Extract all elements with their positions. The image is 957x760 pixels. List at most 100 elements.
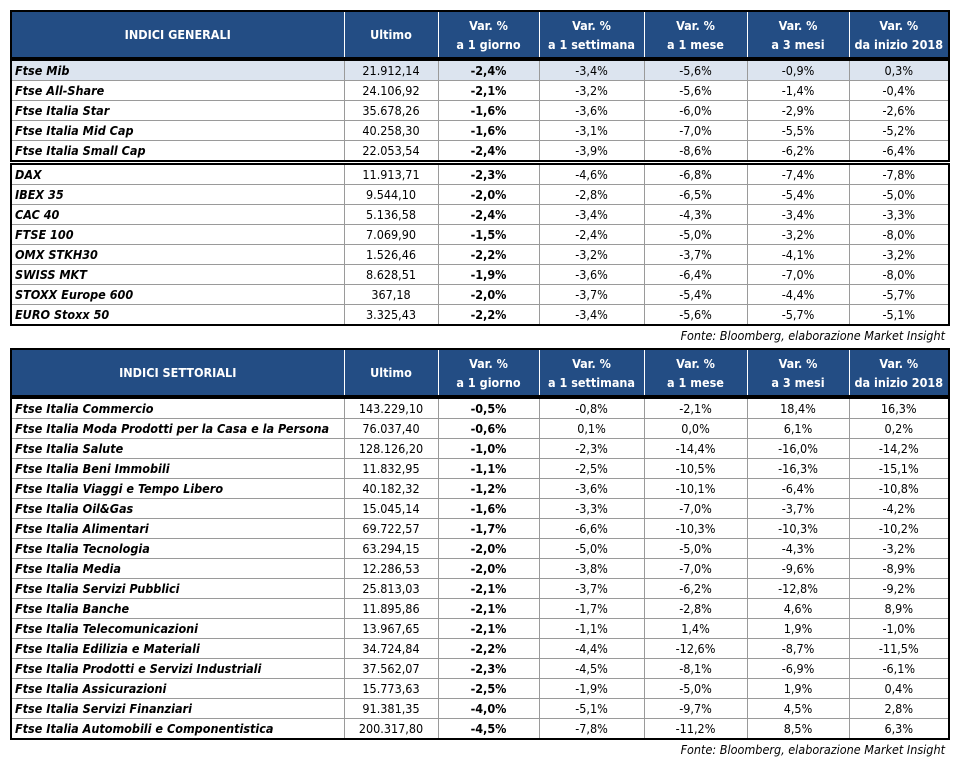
value-cell: -3,4% [538,204,645,225]
value-cell: 8,5% [746,718,850,740]
data-row: Ftse Italia Oil&Gas 15.045,14 -1,6% -3,3% -7… [10,498,950,519]
value-cell: -5,7% [848,284,950,305]
value-cell: 11.895,86 [343,598,439,619]
value-cell: 21.912,14 [343,59,439,81]
header-cell: Var. % a 1 giorno [437,349,540,396]
index-name: Ftse Italia Banche [10,598,345,619]
header-text: a 3 mesi [771,374,825,390]
value-cell: -2,0% [437,184,540,205]
header-table: INDICI GENERALI Ultimo Var. % a 1 giorno Var… [10,10,950,59]
header-text: Ultimo [370,27,412,42]
value-cell: -10,3% [746,518,850,539]
index-name: Ftse Italia Edilizia e Materiali [10,638,345,659]
value-cell: -4,3% [643,204,748,225]
value-cell: -8,7% [746,638,850,659]
value-cell: -4,3% [746,538,850,559]
index-name: Ftse Italia Mid Cap [10,120,345,141]
value-cell: -5,7% [746,304,850,326]
header-text: a 1 mese [667,36,724,52]
header-text: Var. % [572,355,611,371]
header-cell: Var. % a 1 giorno [437,11,540,58]
data-row: Ftse Italia Prodotti e Servizi Industria… [10,658,950,679]
header-cell: Var. % da inizio 2018 [848,11,950,58]
data-row: Ftse Italia Salute 128.126,20 -1,0% -2,3% -1… [10,438,950,459]
index-name: EURO Stoxx 50 [10,304,345,326]
value-cell: -4,4% [538,638,645,659]
value-cell: -6,4% [643,264,748,285]
value-cell: -5,2% [848,120,950,141]
value-cell: -2,8% [538,184,645,205]
value-cell: 6,1% [746,418,850,439]
index-name: Ftse Italia Tecnologia [10,538,345,559]
header-cell: Var. % a 1 mese [643,349,748,396]
value-cell: 1,9% [746,678,850,699]
value-cell: -3,4% [538,304,645,326]
value-cell: 200.317,80 [343,718,439,740]
value-cell: -5,6% [643,80,748,101]
value-cell: 40.182,32 [343,478,439,499]
value-cell: 12.286,53 [343,558,439,579]
value-cell: -1,0% [848,618,950,639]
header-row: INDICI SETTORIALI Ultimo Var. % a 1 giorno V… [10,349,950,396]
header-cell: INDICI GENERALI [10,11,345,58]
value-cell: -5,1% [538,698,645,719]
value-cell: -3,2% [538,244,645,265]
header-text: a 1 settimana [547,36,636,52]
header-text: Var. % [676,17,715,33]
value-cell: -9,7% [643,698,748,719]
value-cell: -3,2% [848,244,950,265]
value-cell: -0,5% [437,397,540,419]
value-cell: -5,6% [643,59,748,81]
value-cell: -1,6% [437,120,540,141]
header-cell: Ultimo [343,11,439,58]
data-row: Ftse Italia Servizi Pubblici 25.813,03 -2,… [10,578,950,599]
data-row: OMX STKH30 1.526,46 -2,2% -3,2% -3,7% -4,1% -3… [10,244,950,265]
value-cell: -7,0% [643,498,748,519]
value-cell: -1,6% [437,498,540,519]
value-cell: -7,8% [538,718,645,740]
header-text: Var. % [676,355,715,371]
index-name: Ftse Italia Automobili e Componentistica [10,718,345,740]
general-indices: INDICI GENERALI Ultimo Var. % a 1 giorno Var… [10,10,950,346]
value-cell: -3,6% [538,264,645,285]
value-cell: -7,0% [643,120,748,141]
value-cell: -6,2% [643,578,748,599]
header-text: Var. % [879,17,919,33]
value-cell: -14,4% [643,438,748,459]
value-cell: 91.381,35 [343,698,439,719]
value-cell: -1,0% [437,438,540,459]
value-cell: -3,7% [538,284,645,305]
index-name: Ftse Italia Small Cap [10,140,345,162]
value-cell: -12,6% [643,638,748,659]
value-cell: -2,2% [437,638,540,659]
value-cell: 0,3% [848,59,950,81]
value-cell: -3,2% [848,538,950,559]
value-cell: -2,1% [437,80,540,101]
value-cell: -5,4% [746,184,850,205]
value-cell: 35.678,26 [343,100,439,121]
data-row: Ftse Italia Assicurazioni 15.773,63 -2,5% -… [10,678,950,699]
header-table: INDICI SETTORIALI Ultimo Var. % a 1 giorno V… [10,348,950,397]
index-name: Ftse All-Share [10,80,345,101]
value-cell: -6,8% [643,163,748,185]
index-name: Ftse Italia Beni Immobili [10,458,345,479]
value-cell: -4,1% [746,244,850,265]
value-cell: -10,5% [643,458,748,479]
index-name: Ftse Italia Assicurazioni [10,678,345,699]
value-cell: -3,3% [538,498,645,519]
value-cell: -2,3% [437,163,540,185]
value-cell: -2,9% [746,100,850,121]
value-cell: 6,3% [848,718,950,740]
value-cell: 8,9% [848,598,950,619]
data-row: FTSE 100 7.069,90 -1,5% -2,4% -5,0% -3,2% -8,0… [10,224,950,245]
data-row: Ftse Italia Media 12.286,53 -2,0% -3,8% -7,0… [10,558,950,579]
header-text: INDICI SETTORIALI [119,365,237,380]
header-cell: Var. % a 3 mesi [746,349,850,396]
value-cell: -5,0% [538,538,645,559]
value-cell: -4,4% [746,284,850,305]
data-row: Ftse Italia Small Cap 22.053,54 -2,4% -3,9%… [10,140,950,162]
header-text: INDICI GENERALI [124,27,231,42]
value-cell: -7,8% [848,163,950,185]
header-cell: INDICI SETTORIALI [10,349,345,396]
